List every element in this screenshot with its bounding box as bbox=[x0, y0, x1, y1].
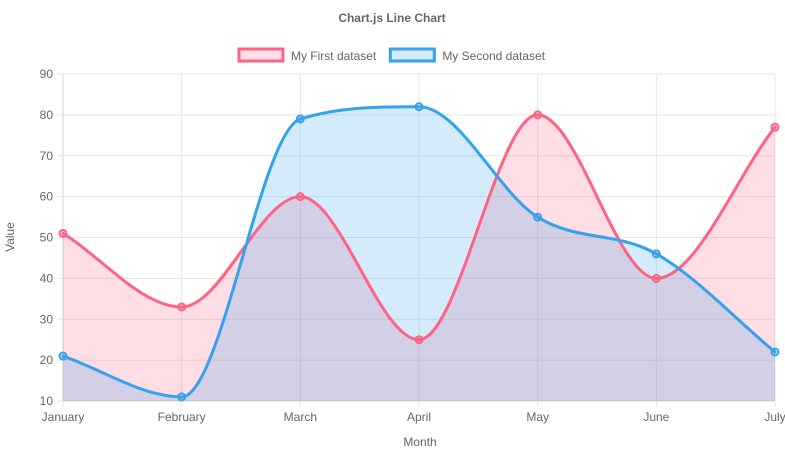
data-point-my-first-dataset[interactable] bbox=[651, 273, 661, 283]
y-tick-label: 20 bbox=[40, 353, 54, 367]
data-point-my-second-dataset[interactable] bbox=[177, 392, 187, 402]
data-point-my-first-dataset[interactable] bbox=[414, 335, 424, 345]
data-point-my-second-dataset[interactable] bbox=[295, 114, 305, 124]
data-point-my-first-dataset[interactable] bbox=[533, 110, 543, 120]
data-point-my-first-dataset[interactable] bbox=[770, 122, 780, 132]
series-line-my-first-dataset bbox=[61, 113, 777, 342]
legend-label: My Second dataset bbox=[442, 49, 545, 63]
y-tick-label: 80 bbox=[40, 108, 54, 122]
legend-label: My First dataset bbox=[291, 49, 377, 63]
x-tick-label: February bbox=[158, 410, 206, 424]
y-tick-label: 90 bbox=[40, 67, 54, 81]
series-points bbox=[58, 102, 780, 402]
x-axis-title: Month bbox=[403, 435, 436, 449]
grid bbox=[57, 73, 776, 407]
x-tick-label: July bbox=[764, 410, 785, 424]
x-axis-ticks: January February March April May June July bbox=[42, 410, 785, 424]
series-area-my-second-dataset bbox=[63, 106, 775, 401]
x-tick-label: April bbox=[407, 410, 431, 424]
data-point-my-first-dataset[interactable] bbox=[58, 228, 68, 238]
series-area-my-first-dataset bbox=[63, 114, 775, 401]
y-axis-ticks: 10 20 30 40 50 60 70 80 90 bbox=[40, 67, 54, 408]
y-tick-label: 60 bbox=[40, 190, 54, 204]
data-point-my-second-dataset[interactable] bbox=[414, 102, 424, 112]
x-tick-label: March bbox=[284, 410, 317, 424]
y-tick-label: 40 bbox=[40, 271, 54, 285]
legend-swatch-my-second-dataset[interactable] bbox=[388, 47, 436, 63]
y-tick-label: 50 bbox=[40, 231, 54, 245]
data-point-my-second-dataset[interactable] bbox=[651, 249, 661, 259]
y-tick-label: 10 bbox=[40, 394, 54, 408]
data-point-my-second-dataset[interactable] bbox=[533, 212, 543, 222]
data-point-my-second-dataset[interactable] bbox=[770, 347, 780, 357]
y-axis-title: Value bbox=[3, 222, 17, 252]
data-point-my-first-dataset[interactable] bbox=[177, 302, 187, 312]
x-tick-label: June bbox=[643, 410, 669, 424]
x-tick-label: January bbox=[42, 410, 85, 424]
y-tick-label: 70 bbox=[40, 149, 54, 163]
chart-title: Chart.js Line Chart bbox=[338, 11, 445, 25]
data-point-my-first-dataset[interactable] bbox=[295, 192, 305, 202]
legend: My First dataset My Second dataset bbox=[237, 47, 546, 63]
data-point-my-second-dataset[interactable] bbox=[58, 351, 68, 361]
legend-swatch-my-first-dataset[interactable] bbox=[237, 47, 285, 63]
series-areas bbox=[63, 106, 775, 401]
x-tick-label: May bbox=[526, 410, 549, 424]
y-tick-label: 30 bbox=[40, 312, 54, 326]
